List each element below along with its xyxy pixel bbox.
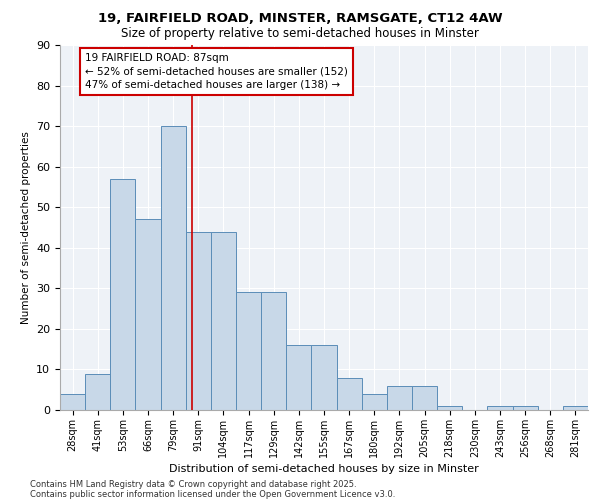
Text: 19, FAIRFIELD ROAD, MINSTER, RAMSGATE, CT12 4AW: 19, FAIRFIELD ROAD, MINSTER, RAMSGATE, C… bbox=[98, 12, 502, 26]
Text: Contains public sector information licensed under the Open Government Licence v3: Contains public sector information licen… bbox=[30, 490, 395, 499]
Bar bbox=[286, 345, 311, 410]
Bar bbox=[512, 406, 538, 410]
Y-axis label: Number of semi-detached properties: Number of semi-detached properties bbox=[20, 131, 31, 324]
Bar bbox=[311, 345, 337, 410]
Bar bbox=[60, 394, 85, 410]
Bar bbox=[85, 374, 110, 410]
Bar bbox=[186, 232, 211, 410]
Bar bbox=[161, 126, 186, 410]
Bar bbox=[211, 232, 236, 410]
Bar bbox=[136, 220, 161, 410]
Bar bbox=[437, 406, 462, 410]
Bar bbox=[563, 406, 588, 410]
Bar bbox=[337, 378, 362, 410]
Bar bbox=[412, 386, 437, 410]
Bar bbox=[236, 292, 261, 410]
X-axis label: Distribution of semi-detached houses by size in Minster: Distribution of semi-detached houses by … bbox=[169, 464, 479, 474]
Bar bbox=[487, 406, 512, 410]
Bar bbox=[387, 386, 412, 410]
Bar bbox=[261, 292, 286, 410]
Bar bbox=[362, 394, 387, 410]
Text: Size of property relative to semi-detached houses in Minster: Size of property relative to semi-detach… bbox=[121, 28, 479, 40]
Text: Contains HM Land Registry data © Crown copyright and database right 2025.: Contains HM Land Registry data © Crown c… bbox=[30, 480, 356, 489]
Text: 19 FAIRFIELD ROAD: 87sqm
← 52% of semi-detached houses are smaller (152)
47% of : 19 FAIRFIELD ROAD: 87sqm ← 52% of semi-d… bbox=[85, 53, 348, 90]
Bar bbox=[110, 179, 136, 410]
